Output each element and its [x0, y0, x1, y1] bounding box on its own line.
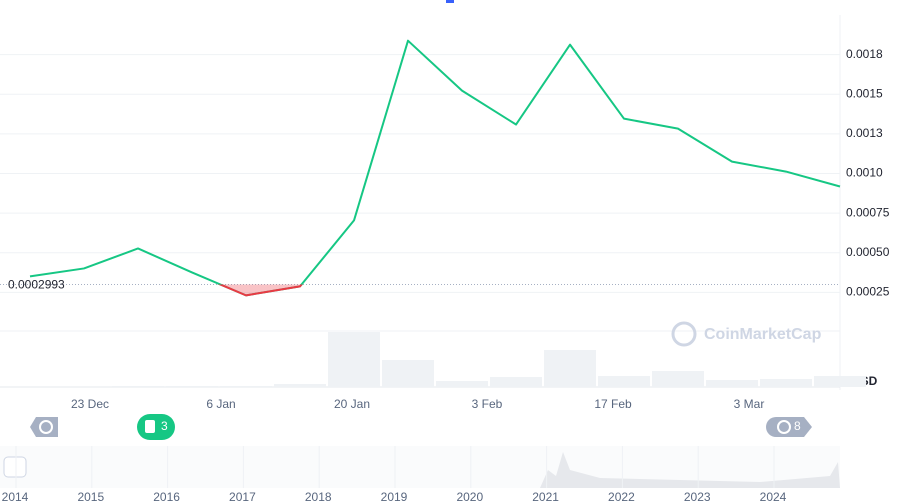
- price-line: [29, 39, 841, 297]
- history-button[interactable]: [30, 417, 58, 437]
- history-bg[interactable]: [30, 417, 58, 437]
- volume-bar: [760, 379, 812, 387]
- navigator-year: 2018: [305, 490, 332, 504]
- news-badge[interactable]: 3: [137, 414, 175, 440]
- volume-bar: [598, 376, 650, 387]
- volume-bar: [544, 350, 596, 387]
- volume-bar: [490, 377, 542, 387]
- navigator-year: 2015: [77, 490, 104, 504]
- x-tick-label: 23 Dec: [71, 397, 109, 411]
- y-tick-label: 0.0010: [846, 166, 883, 180]
- below-area: [30, 284, 840, 296]
- history-icon: [39, 420, 53, 434]
- x-tick-label: 20 Jan: [334, 397, 370, 411]
- navigator-year: 2023: [684, 490, 711, 504]
- navigator-handle[interactable]: [3, 456, 27, 478]
- volume-bar: [436, 381, 488, 387]
- events-icon: [777, 420, 791, 434]
- x-tick-label: 6 Jan: [206, 397, 235, 411]
- navigator-series: [540, 452, 840, 488]
- x-tick-label: 3 Feb: [472, 397, 503, 411]
- watermark: CoinMarketCap: [671, 321, 822, 347]
- volume-bar: [382, 360, 434, 387]
- navigator-year: 2014: [2, 490, 29, 504]
- x-tick-label: 3 Mar: [734, 397, 765, 411]
- news-count[interactable]: 3: [161, 419, 168, 433]
- navigator-year: 2017: [229, 490, 256, 504]
- volume-bar: [814, 376, 866, 387]
- volume-bar: [112, 386, 164, 387]
- volume-bar: [328, 332, 380, 387]
- news-badge-bg[interactable]: [137, 414, 175, 440]
- watermark-text: CoinMarketCap: [704, 326, 822, 343]
- navigator-year: 2024: [760, 490, 787, 504]
- events-count[interactable]: 8: [794, 419, 801, 433]
- y-tick-label: 0.00075: [846, 205, 890, 219]
- volume-bar: [220, 386, 272, 387]
- y-tick-label: 0.00050: [846, 245, 890, 259]
- watermark-logo: [671, 321, 697, 347]
- y-tick-label: 0.0013: [846, 126, 883, 140]
- y-tick-label: 0.0018: [846, 47, 883, 61]
- volume-bar: [652, 371, 704, 387]
- navigator-year: 2016: [153, 490, 180, 504]
- x-tick-label: 17 Feb: [594, 397, 632, 411]
- reference-label: 0.0002993: [8, 278, 65, 292]
- volume-bar: [706, 380, 758, 387]
- volume-bar: [166, 386, 218, 387]
- news-icon: [145, 420, 155, 433]
- volume-bar: [274, 384, 326, 387]
- events-badge[interactable]: 8: [766, 417, 812, 437]
- y-tick-label: 0.0015: [846, 86, 883, 100]
- top-indicator: [446, 0, 454, 3]
- navigator-year: 2019: [381, 490, 408, 504]
- navigator-year: 2021: [532, 490, 559, 504]
- navigator-year: 2022: [608, 490, 635, 504]
- navigator: [0, 446, 840, 488]
- navigator-year: 2020: [456, 490, 483, 504]
- y-tick-label: 0.00025: [846, 285, 890, 299]
